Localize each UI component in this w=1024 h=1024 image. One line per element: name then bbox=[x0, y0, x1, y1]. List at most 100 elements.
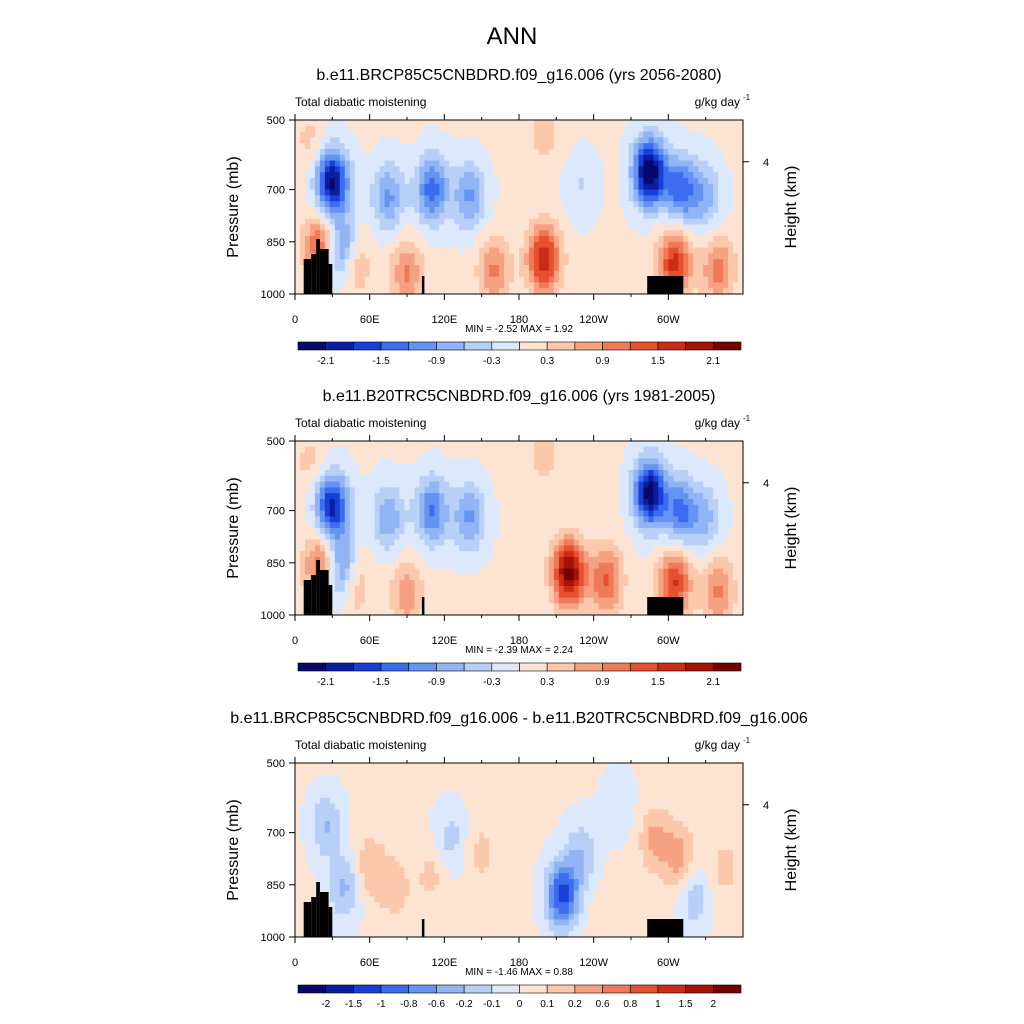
field-cell bbox=[295, 172, 301, 179]
field-cell bbox=[698, 276, 704, 283]
field-cell bbox=[728, 131, 734, 138]
field-cell bbox=[703, 557, 709, 564]
field-cell bbox=[509, 201, 515, 208]
field-cell bbox=[698, 288, 704, 294]
field-cell bbox=[648, 189, 654, 196]
field-cell bbox=[538, 487, 545, 494]
field-cell bbox=[708, 470, 714, 477]
field-cell bbox=[304, 464, 311, 471]
field-cell bbox=[653, 212, 659, 220]
field-cell bbox=[618, 120, 625, 127]
field-cell bbox=[623, 568, 630, 575]
field-cell bbox=[364, 247, 371, 254]
field-cell bbox=[334, 452, 341, 459]
field-cell bbox=[673, 464, 679, 471]
field-cell bbox=[538, 446, 545, 454]
field-cell bbox=[663, 212, 669, 220]
field-cell bbox=[329, 120, 336, 127]
field-cell bbox=[414, 224, 421, 231]
field-cell bbox=[389, 288, 396, 294]
field-cell bbox=[329, 183, 336, 191]
field-cell bbox=[459, 236, 465, 243]
field-cell bbox=[474, 178, 480, 185]
field-cell bbox=[369, 446, 376, 454]
field-cell bbox=[309, 137, 316, 144]
field-cell bbox=[643, 183, 650, 191]
field-cell bbox=[494, 470, 500, 477]
field-cell bbox=[648, 120, 654, 127]
field-cell bbox=[399, 201, 406, 208]
field-cell bbox=[334, 470, 341, 477]
field-cell bbox=[459, 522, 465, 529]
field-cell bbox=[668, 452, 674, 459]
field-cell bbox=[668, 475, 674, 483]
field-cell bbox=[474, 458, 480, 465]
field-cell bbox=[688, 533, 694, 541]
field-cell bbox=[449, 270, 455, 278]
field-cell bbox=[379, 562, 386, 570]
field-cell bbox=[429, 178, 435, 185]
field-cell bbox=[295, 441, 301, 448]
field-cell bbox=[519, 212, 525, 220]
field-cell bbox=[484, 212, 490, 220]
field-cell bbox=[663, 160, 669, 167]
field-cell bbox=[573, 522, 580, 529]
colorbar-label: 0.3 bbox=[540, 356, 554, 367]
field-cell bbox=[648, 178, 654, 185]
field-cell bbox=[454, 270, 460, 278]
field-cell bbox=[295, 212, 301, 220]
field-cell bbox=[324, 160, 331, 167]
field-cell bbox=[309, 510, 316, 517]
field-cell bbox=[603, 276, 610, 283]
field-cell bbox=[295, 236, 301, 243]
field-cell bbox=[618, 475, 625, 483]
field-cell bbox=[718, 201, 724, 208]
field-cell bbox=[394, 265, 401, 272]
field-cell bbox=[399, 557, 406, 564]
field-cell bbox=[653, 143, 659, 150]
field-cell bbox=[414, 470, 421, 477]
field-cell bbox=[504, 149, 510, 156]
field-cell bbox=[314, 464, 321, 471]
field-cell bbox=[738, 241, 743, 249]
field-cell bbox=[399, 282, 406, 289]
field-cell bbox=[733, 464, 739, 471]
field-cell bbox=[533, 282, 540, 289]
field-cell bbox=[598, 282, 605, 289]
field-cell bbox=[429, 172, 435, 179]
field-cell bbox=[339, 545, 346, 552]
field-cell bbox=[354, 149, 361, 156]
field-cell bbox=[578, 545, 585, 552]
field-cell bbox=[523, 528, 530, 535]
field-cell bbox=[504, 253, 510, 260]
field-cell bbox=[449, 522, 455, 529]
field-cell bbox=[464, 481, 470, 488]
field-cell bbox=[379, 481, 386, 488]
field-cell bbox=[538, 137, 545, 144]
field-cell bbox=[683, 288, 689, 294]
field-cell bbox=[409, 288, 416, 294]
field-cell bbox=[484, 533, 490, 541]
field-cell bbox=[538, 475, 545, 483]
field-cell bbox=[504, 475, 510, 483]
field-cell bbox=[683, 551, 689, 558]
field-cell bbox=[688, 212, 694, 220]
field-cell bbox=[683, 247, 689, 254]
field-cell bbox=[533, 499, 540, 506]
field-cell bbox=[519, 557, 525, 564]
field-cell bbox=[339, 504, 346, 512]
field-cell bbox=[479, 276, 485, 283]
field-cell bbox=[314, 212, 321, 220]
field-cell bbox=[314, 522, 321, 529]
field-cell bbox=[329, 528, 336, 535]
field-cell bbox=[479, 441, 485, 448]
field-cell bbox=[404, 470, 411, 477]
field-cell bbox=[389, 470, 396, 477]
field-cell bbox=[688, 241, 694, 249]
field-cell bbox=[563, 218, 570, 225]
field-cell bbox=[598, 137, 605, 144]
x-tick-label: 180 bbox=[510, 314, 528, 326]
field-cell bbox=[588, 183, 595, 191]
field-cell bbox=[329, 568, 336, 575]
field-cell bbox=[519, 580, 525, 587]
